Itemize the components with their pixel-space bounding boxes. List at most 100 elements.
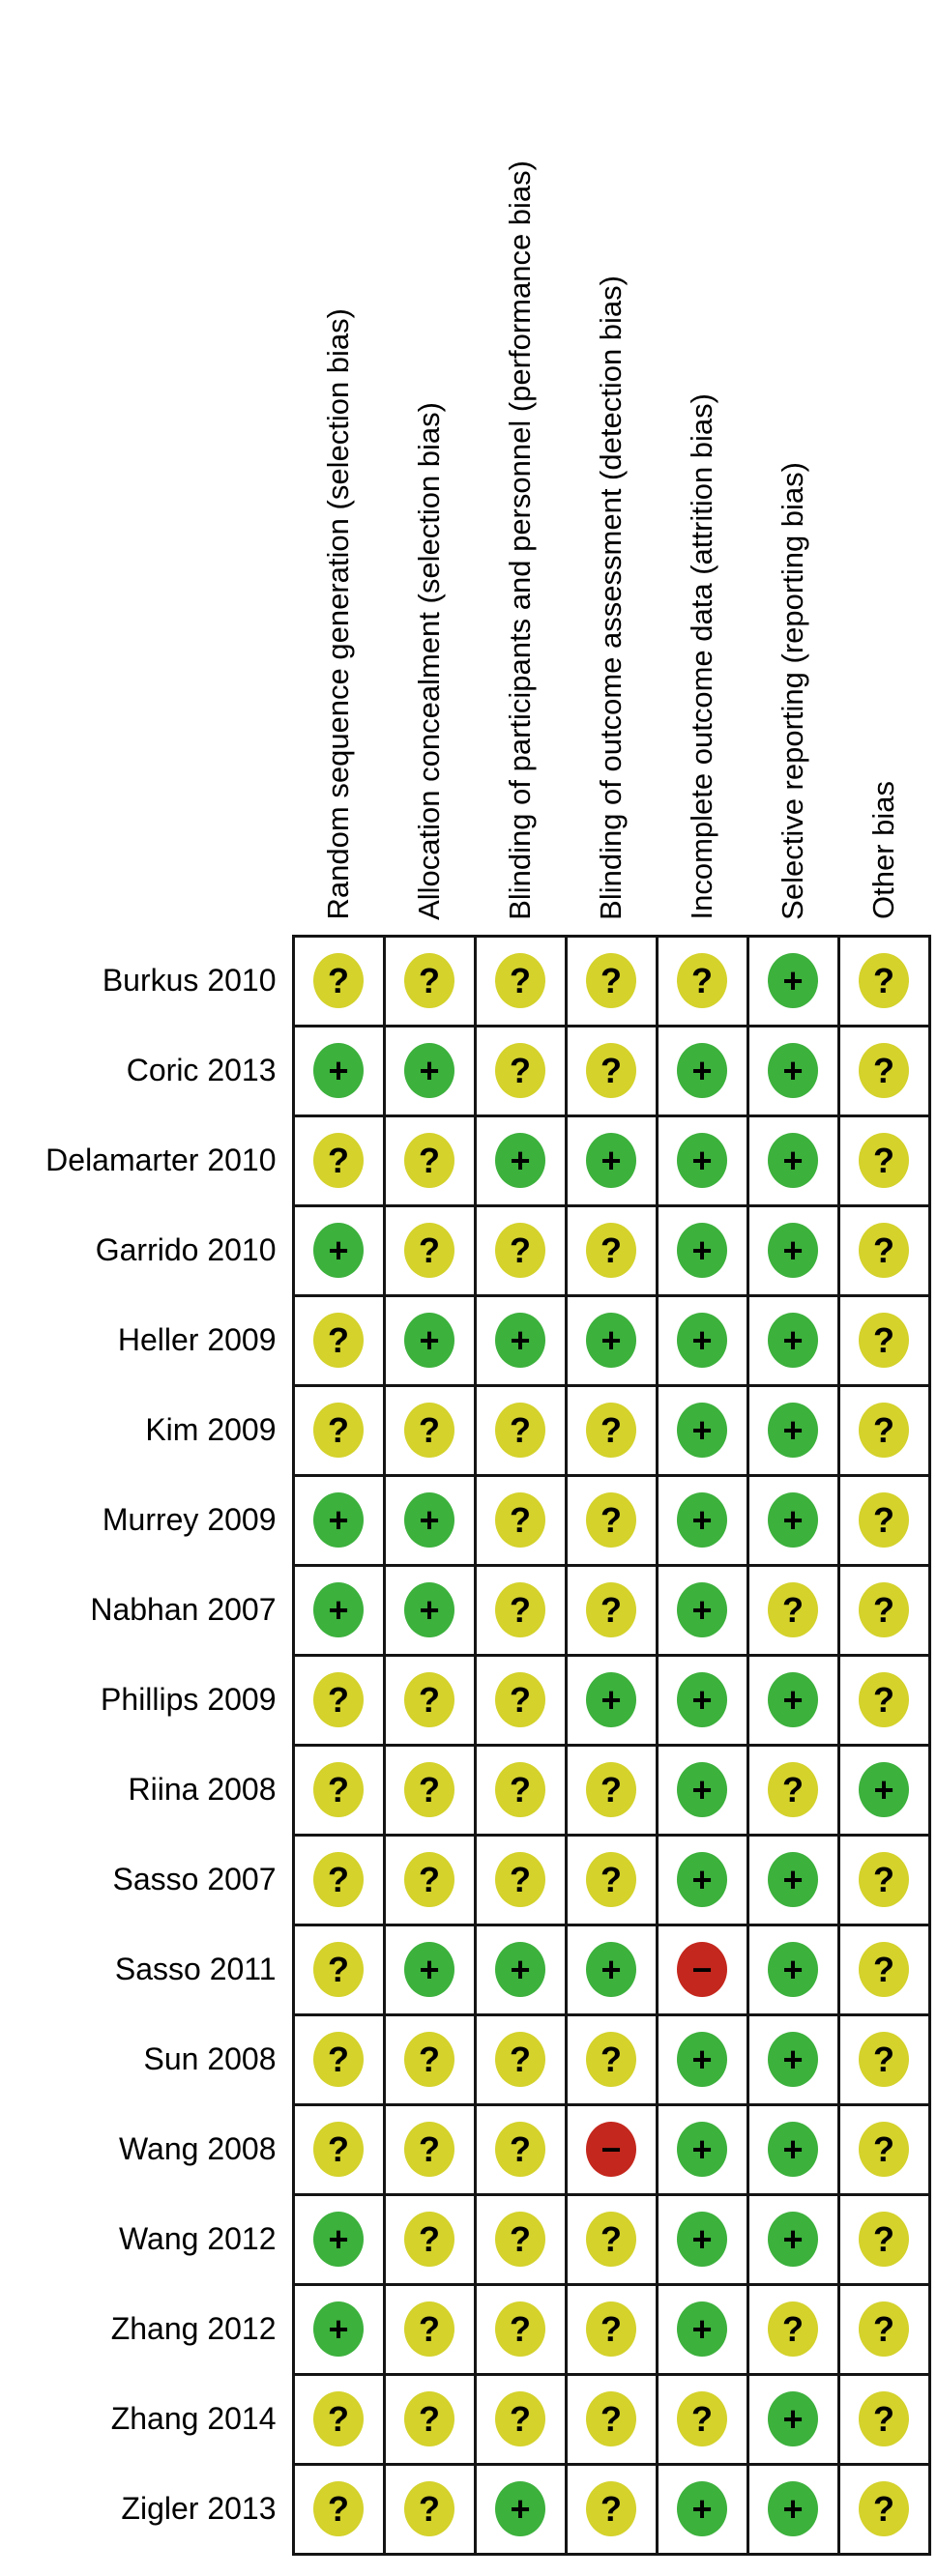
rob-cell: + <box>382 1923 477 2016</box>
low-risk-icon: + <box>313 1043 364 1098</box>
rob-cell: ? <box>564 1383 659 1477</box>
unclear-risk-icon: ? <box>495 953 545 1008</box>
rob-cell: ? <box>836 2192 931 2286</box>
low-risk-icon: + <box>768 2391 818 2446</box>
rob-cell: + <box>746 1203 840 1297</box>
low-risk-icon: + <box>313 1582 364 1637</box>
unclear-risk-icon: ? <box>859 2481 909 2536</box>
rob-cell: ? <box>473 1024 568 1117</box>
rob-cell: ? <box>836 1833 931 1926</box>
unclear-risk-icon: ? <box>859 1672 909 1727</box>
rob-cell: + <box>382 1024 477 1117</box>
rob-cell: + <box>746 1293 840 1387</box>
rob-cell: ? <box>473 2192 568 2286</box>
low-risk-icon: + <box>768 1672 818 1727</box>
unclear-risk-icon: ? <box>313 1762 364 1817</box>
rob-cell: + <box>655 1203 749 1297</box>
unclear-risk-icon: ? <box>404 1133 454 1188</box>
unclear-risk-icon: ? <box>404 2301 454 2357</box>
table-row: Garrido 2010 +??? + +? <box>2 1203 931 1297</box>
unclear-risk-icon: ? <box>859 2301 909 2357</box>
low-risk-icon: + <box>677 1852 727 1907</box>
rob-cell: + <box>655 2102 749 2196</box>
rob-cell: + <box>291 1563 386 1657</box>
low-risk-icon: + <box>313 1223 364 1278</box>
rob-cell: ? <box>382 2102 477 2196</box>
rob-cell: + <box>564 1923 659 2016</box>
unclear-risk-icon: ? <box>495 1492 545 1548</box>
unclear-risk-icon: ? <box>586 2481 636 2536</box>
rob-cell: ? <box>564 1473 659 1567</box>
study-label: Nabhan 2007 <box>90 1592 277 1627</box>
rob-cell: ? <box>564 1743 659 1837</box>
rob-cell: ? <box>836 934 931 1028</box>
rob-cell: ? <box>836 2102 931 2196</box>
low-risk-icon: + <box>313 1492 364 1548</box>
unclear-risk-icon: ? <box>313 1672 364 1727</box>
low-risk-icon: + <box>586 1942 636 1997</box>
table-row: Sun 2008???? + +? <box>2 2012 931 2106</box>
unclear-risk-icon: ? <box>404 2481 454 2536</box>
study-label: Heller 2009 <box>117 1322 277 1357</box>
table-row: Phillips 2009??? + + +? <box>2 1653 931 1747</box>
unclear-risk-icon: ? <box>768 2301 818 2357</box>
unclear-risk-icon: ? <box>404 2212 454 2267</box>
table-row: Sasso 2007???? + +? <box>2 1833 931 1926</box>
unclear-risk-icon: ? <box>495 2122 545 2177</box>
unclear-risk-icon: ? <box>495 1223 545 1278</box>
low-risk-icon: + <box>677 2212 727 2267</box>
rob-cell: + <box>564 1293 659 1387</box>
unclear-risk-icon: ? <box>586 1762 636 1817</box>
low-risk-icon: + <box>768 2212 818 2267</box>
unclear-risk-icon: ? <box>768 1762 818 1817</box>
low-risk-icon: + <box>768 1313 818 1368</box>
unclear-risk-icon: ? <box>768 1582 818 1637</box>
rob-cell: + <box>746 1653 840 1747</box>
unclear-risk-icon: ? <box>313 1852 364 1907</box>
unclear-risk-icon: ? <box>586 2301 636 2357</box>
low-risk-icon: + <box>677 2032 727 2087</box>
rob-cell: + <box>746 1833 840 1926</box>
rob-cell: + <box>746 2012 840 2106</box>
rob-cell: + <box>473 2462 568 2556</box>
low-risk-icon: + <box>768 953 818 1008</box>
column-header-cell: Selective reporting (reporting bias) <box>747 6 838 936</box>
low-risk-icon: + <box>495 1313 545 1368</box>
table-row: Murrey 2009 + +?? + +? <box>2 1473 931 1567</box>
unclear-risk-icon: ? <box>586 2391 636 2446</box>
rob-cell: + <box>746 1024 840 1117</box>
unclear-risk-icon: ? <box>859 2212 909 2267</box>
unclear-risk-icon: ? <box>404 2391 454 2446</box>
rob-cell: ? <box>382 1114 477 1207</box>
study-label: Sasso 2007 <box>112 1862 277 1896</box>
rob-cell: ? <box>382 1653 477 1747</box>
corner-spacer <box>2 6 293 936</box>
low-risk-icon: + <box>768 1133 818 1188</box>
low-risk-icon: + <box>404 1582 454 1637</box>
rob-cell: ? <box>564 2372 659 2466</box>
table-row: Nabhan 2007 + +?? +?? <box>2 1563 931 1657</box>
unclear-risk-icon: ? <box>495 2032 545 2087</box>
low-risk-icon: + <box>677 1313 727 1368</box>
rob-cell: + <box>655 2282 749 2376</box>
study-label: Wang 2012 <box>119 2221 277 2256</box>
unclear-risk-icon: ? <box>495 2212 545 2267</box>
table-row: Zhang 2014????? +? <box>2 2372 931 2466</box>
unclear-risk-icon: ? <box>859 1043 909 1098</box>
rob-cell: ? <box>564 1024 659 1117</box>
rob-cell: ? <box>473 1203 568 1297</box>
rob-cell: + <box>291 2282 386 2376</box>
rob-cell: + <box>746 1473 840 1567</box>
unclear-risk-icon: ? <box>859 1582 909 1637</box>
unclear-risk-icon: ? <box>313 1313 364 1368</box>
rob-cell: ? <box>564 2462 659 2556</box>
low-risk-icon: + <box>677 1492 727 1548</box>
table-row: Heller 2009? + + + + +? <box>2 1293 931 1387</box>
rob-cell: ? <box>836 2012 931 2106</box>
rob-cell: ? <box>564 1833 659 1926</box>
unclear-risk-icon: ? <box>859 1403 909 1458</box>
rob-cell: + <box>291 1024 386 1117</box>
column-header: Incomplete outcome data (attrition bias) <box>684 393 718 920</box>
rob-cell: ? <box>836 2462 931 2556</box>
column-header: Allocation concealment (selection bias) <box>411 401 446 920</box>
